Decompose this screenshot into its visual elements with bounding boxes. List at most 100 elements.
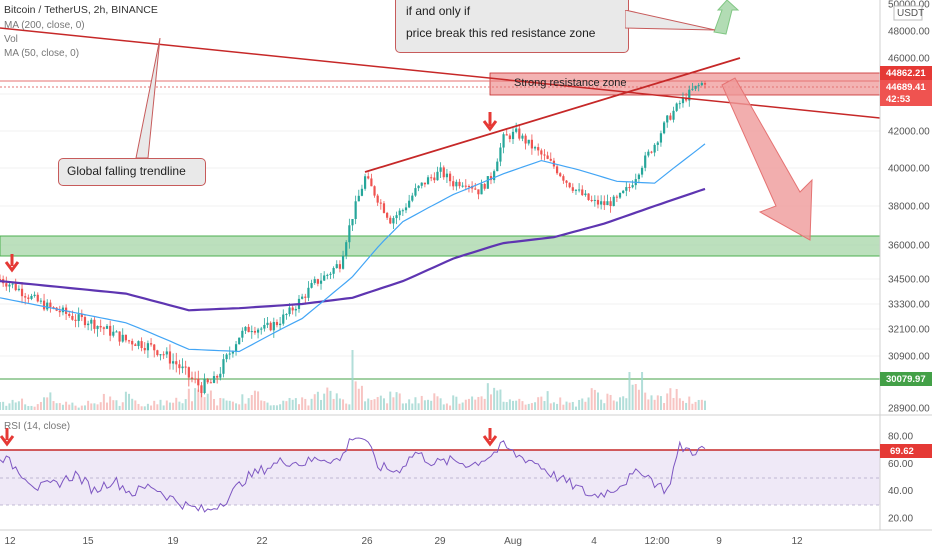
price-tick-label: 42000.00 [888,127,930,138]
candle-body [351,218,354,226]
candle-body [341,255,345,269]
volume-bar [559,397,562,410]
price-tag-high: 44862.21 [880,66,932,80]
volume-bar [678,398,681,410]
volume-bar [332,398,335,410]
candle-body [253,330,257,333]
candle-body [483,183,486,189]
candle-body [546,155,549,159]
volume-bar [21,398,24,410]
candle-body [39,300,43,302]
volume-bar [427,399,430,410]
candle-body [480,183,483,195]
rsi-legend[interactable]: RSI (14, close) [4,421,71,432]
marker-arrow-left [4,254,20,273]
candle-body [244,326,247,331]
candle-body [593,199,596,201]
candle-body [238,337,241,345]
candle-body [448,173,452,182]
candle-body [628,187,631,189]
volume-bar [445,403,448,410]
ma200-legend[interactable]: MA (200, close, 0) [4,20,85,31]
ma50-legend[interactable]: MA (50, close, 0) [4,48,80,59]
symbol-title[interactable]: Bitcoin / TetherUS, 2h, BINANCE [4,4,158,16]
candle-body [131,340,134,345]
volume-bar [659,396,662,410]
candle-body [307,287,310,298]
candle-body [263,324,266,329]
volume-bar [329,390,332,410]
candle-body [313,279,316,284]
candle-body [354,201,357,219]
volume-bar [58,403,61,410]
candle-body [615,196,618,198]
volume-bar [480,396,483,410]
candle-body [184,366,187,368]
time-axis[interactable]: 12 15 19 22 26 29 Aug 4 12:00 9 12 [4,536,803,547]
callout-line2: price break this red resistance zone [406,26,596,40]
candle-body [423,182,426,185]
volume-bar [269,405,272,410]
candle-body [288,307,291,315]
volume-bar [184,399,187,410]
candle-body [439,167,442,172]
candle-body [149,343,153,345]
volume-bar [222,398,225,410]
volume-bar [590,388,593,410]
rsi-tick-label: 60.00 [888,459,913,470]
candle-body [644,155,647,168]
candle-body [549,158,552,161]
volume-bar [433,393,436,410]
callout-line1: if and only if [406,4,471,18]
candle-body [493,171,496,181]
candle-body [194,378,197,380]
candle-body [568,182,571,188]
volume-bar [320,399,323,410]
candle-body [357,195,360,202]
candle-body [678,103,681,105]
candle-body [212,376,216,383]
candle-body [168,351,172,364]
candle-body [68,313,71,316]
volume-bar [518,398,521,410]
volume-bar [74,405,77,410]
volume-bar [241,394,244,410]
rsi-marker-mid [482,428,498,447]
candle-body [505,134,508,136]
volume-bar [392,397,395,410]
volume-bar [172,402,175,410]
volume-bars [0,350,706,410]
candle-body [165,351,168,355]
volume-bar [515,400,518,410]
volume-bar [364,401,367,410]
rsi-axis[interactable]: 80.00 60.00 40.00 20.00 [888,432,913,525]
candle-body [370,178,373,187]
svg-text:42:53: 42:53 [886,94,910,105]
candle-body [156,350,159,356]
volume-bar [493,387,496,410]
volume-bar [631,384,634,410]
vol-legend[interactable]: Vol [4,34,18,45]
volume-bar [430,400,433,410]
volume-bar [165,400,168,410]
candle-body [436,171,439,181]
volume-bar [247,398,250,410]
candle-body [584,193,587,196]
volume-bar [326,387,329,410]
volume-bar [342,399,345,410]
volume-bar [65,401,68,410]
volume-bar [30,405,33,410]
trendline-pointer [135,38,161,159]
volume-bar [666,393,669,410]
volume-bar [338,398,341,410]
volume-bar [593,389,596,410]
ma50-line [0,143,706,353]
price-axis[interactable]: 50000.0048000.0046000.0044000.0042000.00… [888,0,930,415]
candle-body [8,284,11,287]
rsi-line [0,437,706,513]
volume-bar [584,401,587,410]
candle-body [203,379,206,394]
volume-bar [458,403,461,410]
svg-text:69.62: 69.62 [890,446,914,457]
